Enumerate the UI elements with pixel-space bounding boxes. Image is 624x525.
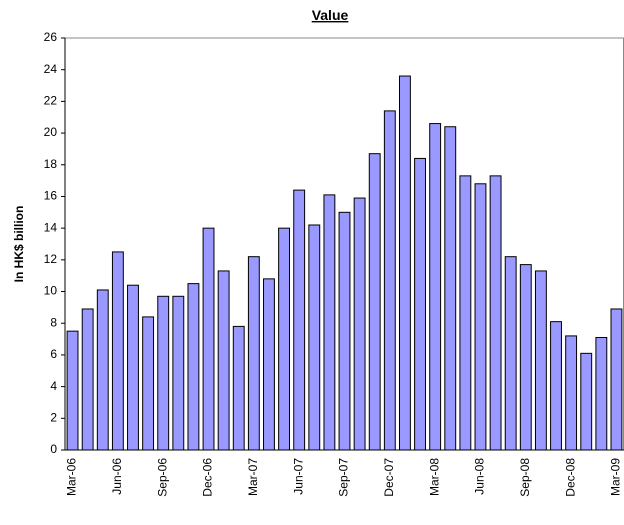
y-tick-label: 10 — [44, 284, 58, 298]
y-tick-label: 24 — [44, 62, 58, 76]
x-tick-label: Jun-08 — [473, 458, 487, 495]
y-tick-label: 22 — [44, 94, 58, 108]
bar — [278, 227, 291, 451]
y-tick-label: 12 — [44, 252, 58, 266]
bar — [127, 284, 139, 451]
y-tick-label: 26 — [44, 30, 58, 44]
y-tick-label: 6 — [50, 347, 57, 361]
x-tick-label: Jun-06 — [110, 458, 124, 495]
bar — [157, 295, 170, 451]
bar — [81, 308, 94, 451]
bar — [474, 183, 487, 451]
x-tick-label: Sep-06 — [155, 458, 169, 497]
bar — [519, 264, 532, 451]
y-tick-label: 4 — [50, 379, 57, 393]
bar — [580, 352, 593, 451]
bar — [565, 335, 578, 451]
x-tick-label: Mar-07 — [246, 458, 260, 496]
bar — [429, 123, 442, 451]
bar — [595, 336, 608, 451]
bar — [534, 270, 547, 451]
y-tick-label: 14 — [44, 220, 58, 234]
y-tick-label: 18 — [44, 157, 58, 171]
bar — [263, 278, 275, 451]
bar — [444, 126, 457, 451]
x-tick-label: Mar-08 — [427, 458, 441, 496]
y-tick-label: 8 — [50, 315, 57, 329]
bar — [293, 189, 306, 451]
bar — [398, 75, 411, 451]
bar — [142, 316, 155, 451]
bar — [610, 308, 623, 451]
bar — [504, 256, 517, 451]
x-tick-label: Sep-07 — [337, 458, 351, 497]
bar — [111, 251, 124, 451]
bar — [187, 283, 200, 451]
bar — [550, 321, 562, 451]
bar — [353, 197, 366, 451]
bar — [232, 325, 245, 451]
y-tick-label: 16 — [44, 189, 58, 203]
bar — [414, 157, 426, 451]
y-tick-label: 0 — [50, 442, 57, 456]
y-tick-label: 2 — [50, 410, 57, 424]
bar — [459, 175, 472, 451]
bar — [172, 295, 185, 451]
bar — [489, 175, 502, 451]
x-tick-label: Sep-08 — [518, 458, 532, 497]
bar — [96, 289, 109, 451]
bar — [308, 224, 321, 451]
bar — [247, 256, 260, 451]
y-tick-label: 20 — [44, 125, 58, 139]
bar — [202, 227, 215, 451]
bar — [217, 270, 230, 451]
bar — [323, 194, 336, 451]
x-tick-label: Mar-06 — [65, 458, 79, 496]
x-tick-label: Dec-08 — [563, 458, 577, 497]
bar — [383, 110, 396, 451]
chart-title: Value — [312, 7, 349, 23]
bar — [338, 211, 351, 451]
x-tick-label: Dec-06 — [201, 458, 215, 497]
x-tick-label: Jun-07 — [291, 458, 305, 495]
x-tick-label: Dec-07 — [382, 458, 396, 497]
x-tick-label: Mar-09 — [609, 458, 623, 496]
y-axis-label: In HK$ billion — [12, 206, 26, 283]
bar — [368, 153, 381, 451]
bar — [66, 330, 79, 451]
